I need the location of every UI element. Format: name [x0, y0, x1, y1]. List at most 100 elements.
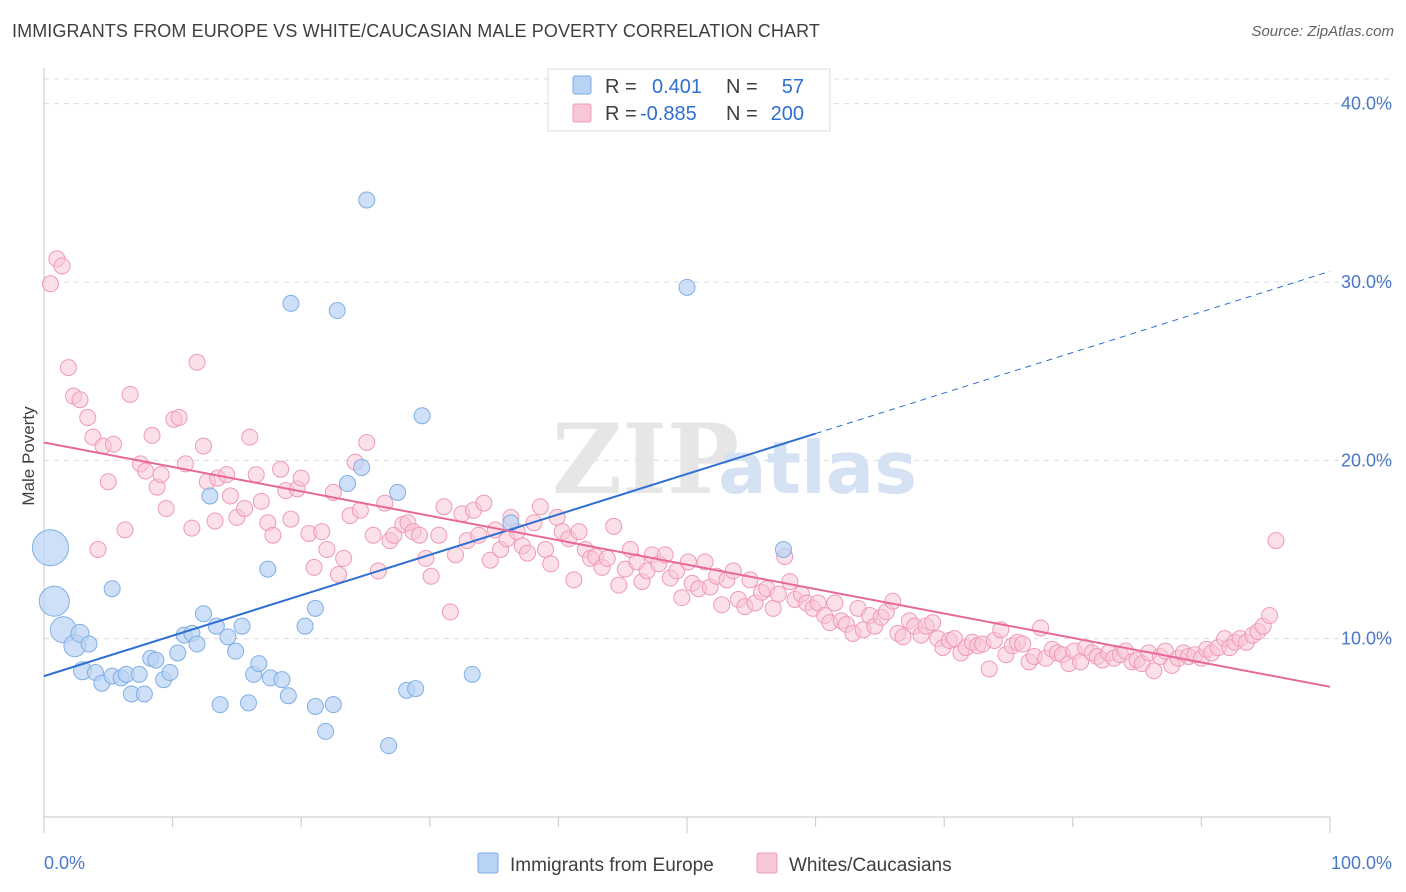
chart-title: IMMIGRANTS FROM EUROPE VS WHITE/CAUCASIA… — [12, 21, 820, 41]
y-tick-label: 30.0% — [1341, 272, 1392, 292]
watermark-atlas: atlas — [718, 426, 917, 510]
blue-point — [169, 644, 187, 662]
pink-point — [292, 469, 310, 487]
pink-point — [475, 494, 493, 512]
pink-point — [598, 549, 616, 567]
blue-point — [147, 651, 165, 669]
blue-point — [306, 697, 324, 715]
pink-point — [679, 553, 697, 571]
trend-line-pink — [43, 441, 1331, 688]
pink-point — [542, 555, 560, 573]
pink-point — [364, 526, 382, 544]
blue-point — [38, 585, 70, 617]
blue-point — [463, 665, 481, 683]
x-tick-label-max: 100.0% — [1331, 853, 1392, 873]
legend-n-value-pink: 200 — [771, 103, 804, 125]
pink-point — [411, 526, 429, 544]
legend-r-label-blue: R = — [605, 76, 637, 98]
pink-point — [318, 541, 336, 558]
pink-point — [673, 589, 691, 607]
blue-point — [353, 458, 371, 476]
legend-top: R = 0.401 N = 57 R = -0.885 N = 200 — [547, 68, 831, 132]
pink-point — [537, 541, 555, 558]
blue-point — [188, 635, 206, 653]
pink-point — [264, 526, 282, 544]
legend-box — [547, 68, 831, 132]
pink-point — [741, 571, 759, 589]
bottom-legend-swatch-pink — [756, 852, 778, 874]
blue-point — [103, 580, 121, 598]
pink-point — [713, 596, 731, 614]
pink-point — [724, 562, 742, 580]
blue-point — [338, 475, 356, 493]
pink-point — [188, 353, 206, 371]
pink-point — [252, 492, 270, 510]
pink-point — [441, 603, 459, 621]
blue-point — [194, 605, 212, 623]
pink-point — [826, 594, 844, 612]
pink-point — [696, 553, 714, 571]
blue-point — [239, 694, 257, 712]
pink-point — [305, 558, 323, 576]
legend-n-label-pink: N = — [726, 103, 758, 125]
pink-point — [194, 437, 212, 455]
pink-point — [71, 391, 89, 409]
pink-point — [565, 571, 583, 589]
pink-point — [183, 519, 201, 537]
blue-point — [413, 407, 431, 425]
bottom-legend-label-blue: Immigrants from Europe — [510, 855, 714, 876]
blue-point — [358, 191, 376, 209]
pink-point — [99, 473, 117, 491]
trend-line-blue — [43, 432, 816, 678]
y-axis-label: Male Poverty — [19, 406, 38, 506]
pink-point — [282, 510, 300, 528]
pink-point — [218, 466, 236, 484]
blue-point — [380, 737, 398, 755]
blue-point — [135, 685, 153, 703]
legend-n-value-blue: 57 — [782, 76, 804, 98]
blue-point — [250, 655, 268, 673]
pink-point — [570, 523, 588, 541]
pink-point — [945, 630, 963, 648]
blue-point — [389, 483, 407, 501]
blue-point — [80, 635, 98, 653]
blue-point — [31, 529, 69, 567]
pink-point — [764, 599, 782, 617]
blue-point — [678, 278, 696, 296]
blue-point — [317, 722, 335, 740]
blue-point — [259, 560, 277, 578]
pink-point — [143, 426, 161, 444]
watermark: ZIP atlas — [552, 403, 917, 516]
pink-point — [769, 585, 787, 603]
pink-point — [980, 660, 998, 678]
pink-point — [221, 487, 239, 505]
pink-point — [1145, 662, 1163, 680]
pink-point — [605, 517, 623, 535]
blue-point — [296, 617, 314, 635]
pink-point — [206, 512, 224, 530]
pink-point — [116, 521, 134, 539]
pink-point — [241, 428, 259, 446]
pink-point — [531, 498, 549, 516]
pink-point — [59, 359, 77, 377]
x-tick-label-min: 0.0% — [44, 853, 85, 873]
pink-point — [89, 541, 107, 558]
series-immigrants-from-europe — [31, 191, 792, 755]
blue-point — [233, 617, 251, 635]
blue-point — [161, 664, 179, 682]
pink-point — [247, 466, 265, 484]
pink-point — [53, 257, 71, 275]
pink-point — [519, 544, 537, 562]
blue-point — [227, 642, 245, 660]
x-tick-labels: 0.0% 100.0% — [44, 853, 1392, 873]
legend-r-label-pink: R = — [605, 103, 637, 125]
watermark-zip: ZIP — [552, 403, 739, 516]
pink-point — [358, 434, 376, 451]
pink-point — [157, 499, 175, 517]
pink-point — [894, 628, 912, 646]
bottom-legend-label-pink: Whites/Caucasians — [789, 855, 952, 876]
chart-source: Source: ZipAtlas.com — [1251, 23, 1394, 40]
pink-point — [313, 523, 331, 541]
pink-point — [170, 409, 188, 427]
